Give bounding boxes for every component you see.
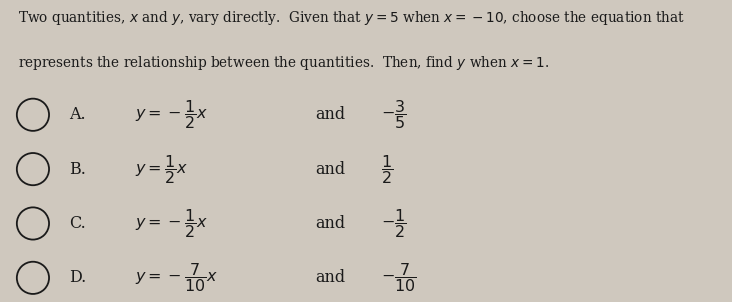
Text: $y = -\dfrac{1}{2}x$: $y = -\dfrac{1}{2}x$ — [135, 207, 209, 240]
Text: represents the relationship between the quantities.  Then, find $y$ when $x = 1$: represents the relationship between the … — [18, 54, 550, 72]
Text: and: and — [315, 161, 345, 178]
Text: and: and — [315, 215, 345, 232]
Text: $-\dfrac{7}{10}$: $-\dfrac{7}{10}$ — [381, 261, 417, 294]
Text: $y = -\dfrac{7}{10}x$: $y = -\dfrac{7}{10}x$ — [135, 261, 219, 294]
Text: $-\dfrac{3}{5}$: $-\dfrac{3}{5}$ — [381, 98, 406, 131]
Text: C.: C. — [70, 215, 86, 232]
Text: Two quantities, $x$ and $y$, vary directly.  Given that $y = 5$ when $x = -10$, : Two quantities, $x$ and $y$, vary direct… — [18, 9, 685, 27]
Text: $-\dfrac{1}{2}$: $-\dfrac{1}{2}$ — [381, 207, 406, 240]
Text: A.: A. — [70, 106, 86, 123]
Text: and: and — [315, 106, 345, 123]
Text: $y = -\dfrac{1}{2}x$: $y = -\dfrac{1}{2}x$ — [135, 98, 209, 131]
Text: and: and — [315, 269, 345, 286]
Text: $\dfrac{1}{2}$: $\dfrac{1}{2}$ — [381, 153, 393, 186]
Text: B.: B. — [70, 161, 86, 178]
Text: $y = \dfrac{1}{2}x$: $y = \dfrac{1}{2}x$ — [135, 153, 189, 186]
Text: D.: D. — [70, 269, 87, 286]
